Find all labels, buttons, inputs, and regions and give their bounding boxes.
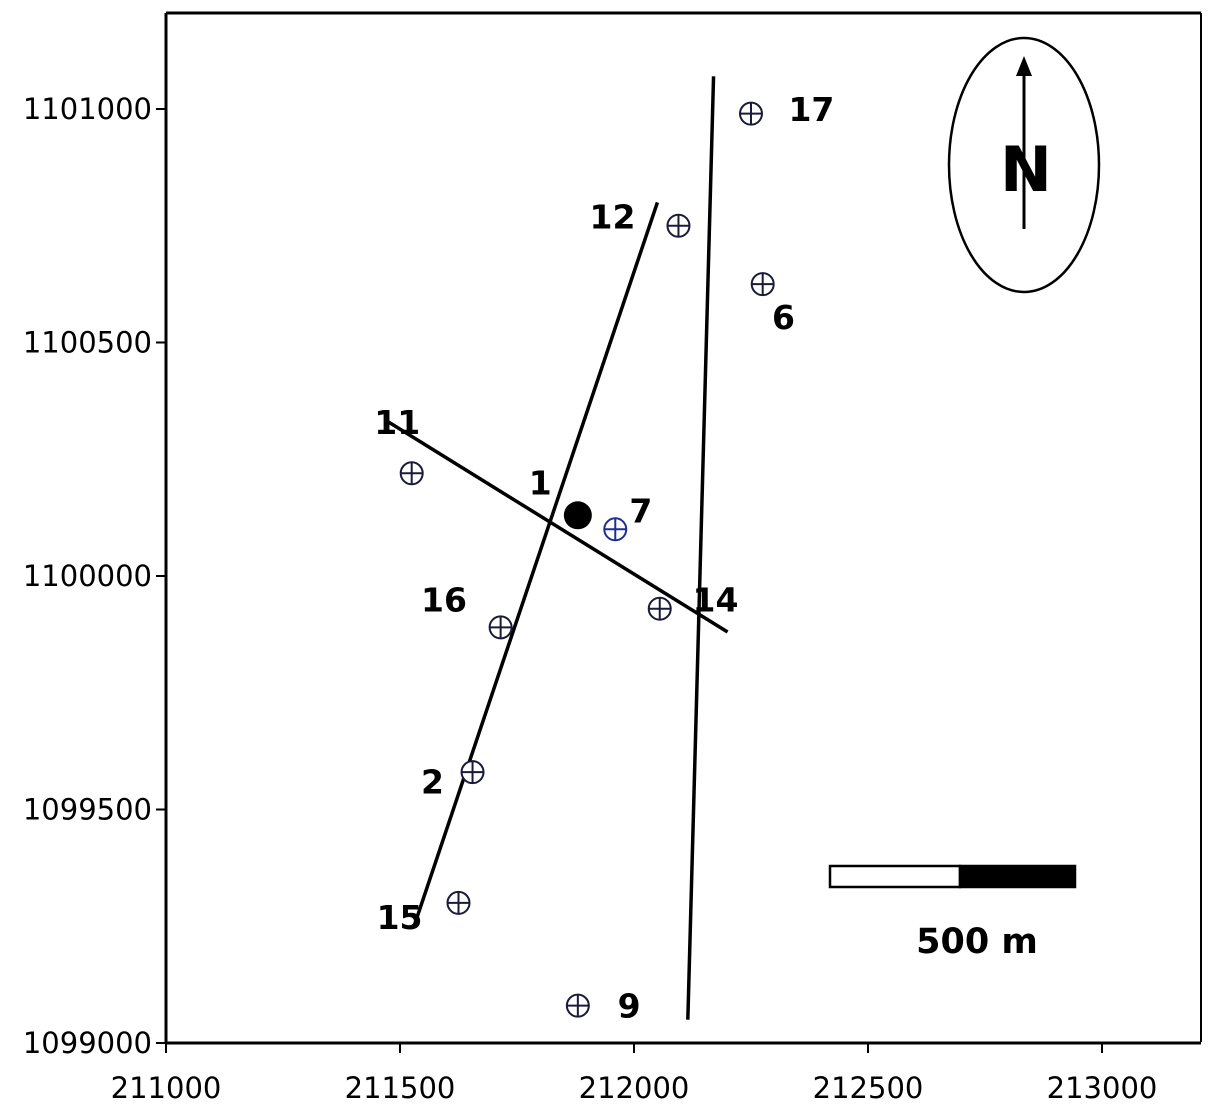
y-tick-label: 1099000 xyxy=(23,1026,152,1060)
north-arrow: N xyxy=(947,36,1101,294)
station-crosshair-marker-icon xyxy=(446,890,471,915)
station-label: 7 xyxy=(629,492,652,531)
station-markers xyxy=(399,101,775,1018)
scale-bar-black-segment xyxy=(958,864,1077,889)
station-crosshair-marker-icon xyxy=(399,461,424,486)
x-tick-label: 211500 xyxy=(345,1071,456,1105)
station-crosshair-marker-icon xyxy=(666,213,691,238)
scale-bar-label: 500 m xyxy=(916,922,1038,962)
station-label: 6 xyxy=(772,298,795,337)
x-tick-label: 213000 xyxy=(1047,1071,1158,1105)
x-tick-label: 211000 xyxy=(111,1071,222,1105)
station-label: 1 xyxy=(529,464,552,503)
station-crosshair-marker-icon xyxy=(488,615,513,640)
station-label: 15 xyxy=(377,898,423,937)
scale-bar-white-segment xyxy=(828,864,962,889)
profile-line xyxy=(686,76,716,1020)
y-tick-label: 1100500 xyxy=(23,326,152,360)
station-label: 9 xyxy=(618,987,641,1026)
station-crosshair-marker-icon xyxy=(750,272,775,297)
x-tick-label: 212000 xyxy=(579,1071,690,1105)
station-crosshair-marker-icon xyxy=(460,760,485,785)
north-arrow-ellipse xyxy=(947,36,1101,294)
scale-bar: 500 m xyxy=(828,864,1077,962)
plot-frame xyxy=(164,11,1202,1045)
north-arrow-letter: N xyxy=(1000,133,1052,206)
profile-line xyxy=(387,420,729,634)
station-label: 17 xyxy=(788,90,834,129)
x-tick-label: 212500 xyxy=(813,1071,924,1105)
profile-line xyxy=(412,201,660,927)
station-crosshair-marker-icon xyxy=(647,596,672,621)
y-axis: 1099000 1099500 1100000 1100500 1101000 xyxy=(23,92,166,1060)
station-crosshair-marker-icon xyxy=(739,101,763,126)
station-filled-marker-icon xyxy=(563,501,592,530)
x-axis: 211000 211500 212000 212500 213000 xyxy=(111,1043,1158,1105)
y-tick-label: 1101000 xyxy=(23,92,152,126)
station-label: 14 xyxy=(693,580,739,619)
station-crosshair-marker-icon xyxy=(565,993,590,1018)
profile-lines xyxy=(387,76,729,1020)
station-label: 2 xyxy=(421,762,444,801)
station-label: 12 xyxy=(590,197,636,236)
y-tick-label: 1099500 xyxy=(23,793,152,827)
station-label: 11 xyxy=(374,403,420,442)
north-arrow-head-icon xyxy=(1016,56,1032,76)
station-label: 16 xyxy=(421,580,467,619)
y-tick-label: 1100000 xyxy=(23,559,152,593)
station-crosshair-marker-icon xyxy=(603,517,628,542)
